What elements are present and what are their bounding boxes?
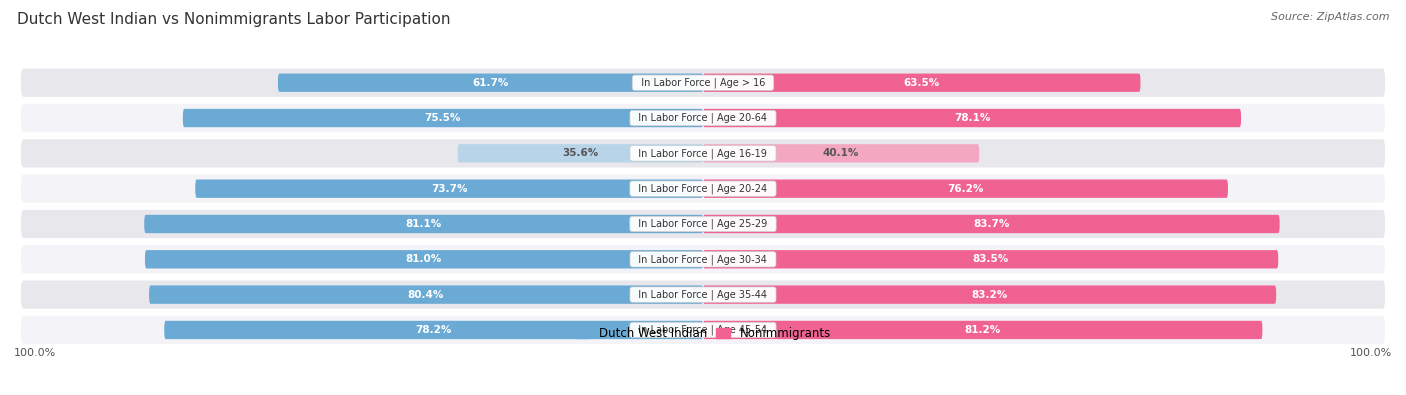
Text: 83.2%: 83.2% <box>972 290 1008 300</box>
FancyBboxPatch shape <box>21 245 1385 273</box>
FancyBboxPatch shape <box>703 286 1277 304</box>
Text: Source: ZipAtlas.com: Source: ZipAtlas.com <box>1271 12 1389 22</box>
FancyBboxPatch shape <box>21 104 1385 132</box>
FancyBboxPatch shape <box>703 179 1227 198</box>
Text: In Labor Force | Age > 16: In Labor Force | Age > 16 <box>634 77 772 88</box>
Text: 81.0%: 81.0% <box>406 254 441 264</box>
FancyBboxPatch shape <box>21 316 1385 344</box>
FancyBboxPatch shape <box>21 175 1385 203</box>
Text: Dutch West Indian vs Nonimmigrants Labor Participation: Dutch West Indian vs Nonimmigrants Labor… <box>17 12 450 27</box>
Text: 100.0%: 100.0% <box>1350 348 1392 357</box>
FancyBboxPatch shape <box>21 210 1385 238</box>
FancyBboxPatch shape <box>21 69 1385 97</box>
FancyBboxPatch shape <box>195 179 703 198</box>
Text: 75.5%: 75.5% <box>425 113 461 123</box>
FancyBboxPatch shape <box>703 73 1140 92</box>
Text: In Labor Force | Age 45-54: In Labor Force | Age 45-54 <box>633 325 773 335</box>
FancyBboxPatch shape <box>21 139 1385 167</box>
Text: 78.2%: 78.2% <box>415 325 451 335</box>
Text: 80.4%: 80.4% <box>408 290 444 300</box>
FancyBboxPatch shape <box>278 73 703 92</box>
FancyBboxPatch shape <box>458 144 703 162</box>
Text: 63.5%: 63.5% <box>904 78 939 88</box>
Text: 100.0%: 100.0% <box>14 348 56 357</box>
Text: In Labor Force | Age 20-24: In Labor Force | Age 20-24 <box>633 183 773 194</box>
Text: 81.2%: 81.2% <box>965 325 1001 335</box>
Text: 40.1%: 40.1% <box>823 149 859 158</box>
Legend: Dutch West Indian, Nonimmigrants: Dutch West Indian, Nonimmigrants <box>571 322 835 345</box>
Text: In Labor Force | Age 20-64: In Labor Force | Age 20-64 <box>633 113 773 123</box>
FancyBboxPatch shape <box>703 215 1279 233</box>
FancyBboxPatch shape <box>183 109 703 127</box>
Text: In Labor Force | Age 16-19: In Labor Force | Age 16-19 <box>633 148 773 159</box>
FancyBboxPatch shape <box>703 144 979 162</box>
Text: In Labor Force | Age 25-29: In Labor Force | Age 25-29 <box>633 219 773 229</box>
FancyBboxPatch shape <box>703 321 1263 339</box>
Text: 81.1%: 81.1% <box>405 219 441 229</box>
FancyBboxPatch shape <box>149 286 703 304</box>
Text: In Labor Force | Age 35-44: In Labor Force | Age 35-44 <box>633 290 773 300</box>
Text: In Labor Force | Age 30-34: In Labor Force | Age 30-34 <box>633 254 773 265</box>
Text: 83.7%: 83.7% <box>973 219 1010 229</box>
FancyBboxPatch shape <box>703 250 1278 269</box>
Text: 83.5%: 83.5% <box>973 254 1008 264</box>
Text: 35.6%: 35.6% <box>562 149 599 158</box>
FancyBboxPatch shape <box>145 215 703 233</box>
FancyBboxPatch shape <box>165 321 703 339</box>
FancyBboxPatch shape <box>703 109 1241 127</box>
Text: 76.2%: 76.2% <box>948 184 984 194</box>
FancyBboxPatch shape <box>145 250 703 269</box>
Text: 73.7%: 73.7% <box>430 184 467 194</box>
Text: 78.1%: 78.1% <box>953 113 990 123</box>
FancyBboxPatch shape <box>21 280 1385 309</box>
Text: 61.7%: 61.7% <box>472 78 509 88</box>
